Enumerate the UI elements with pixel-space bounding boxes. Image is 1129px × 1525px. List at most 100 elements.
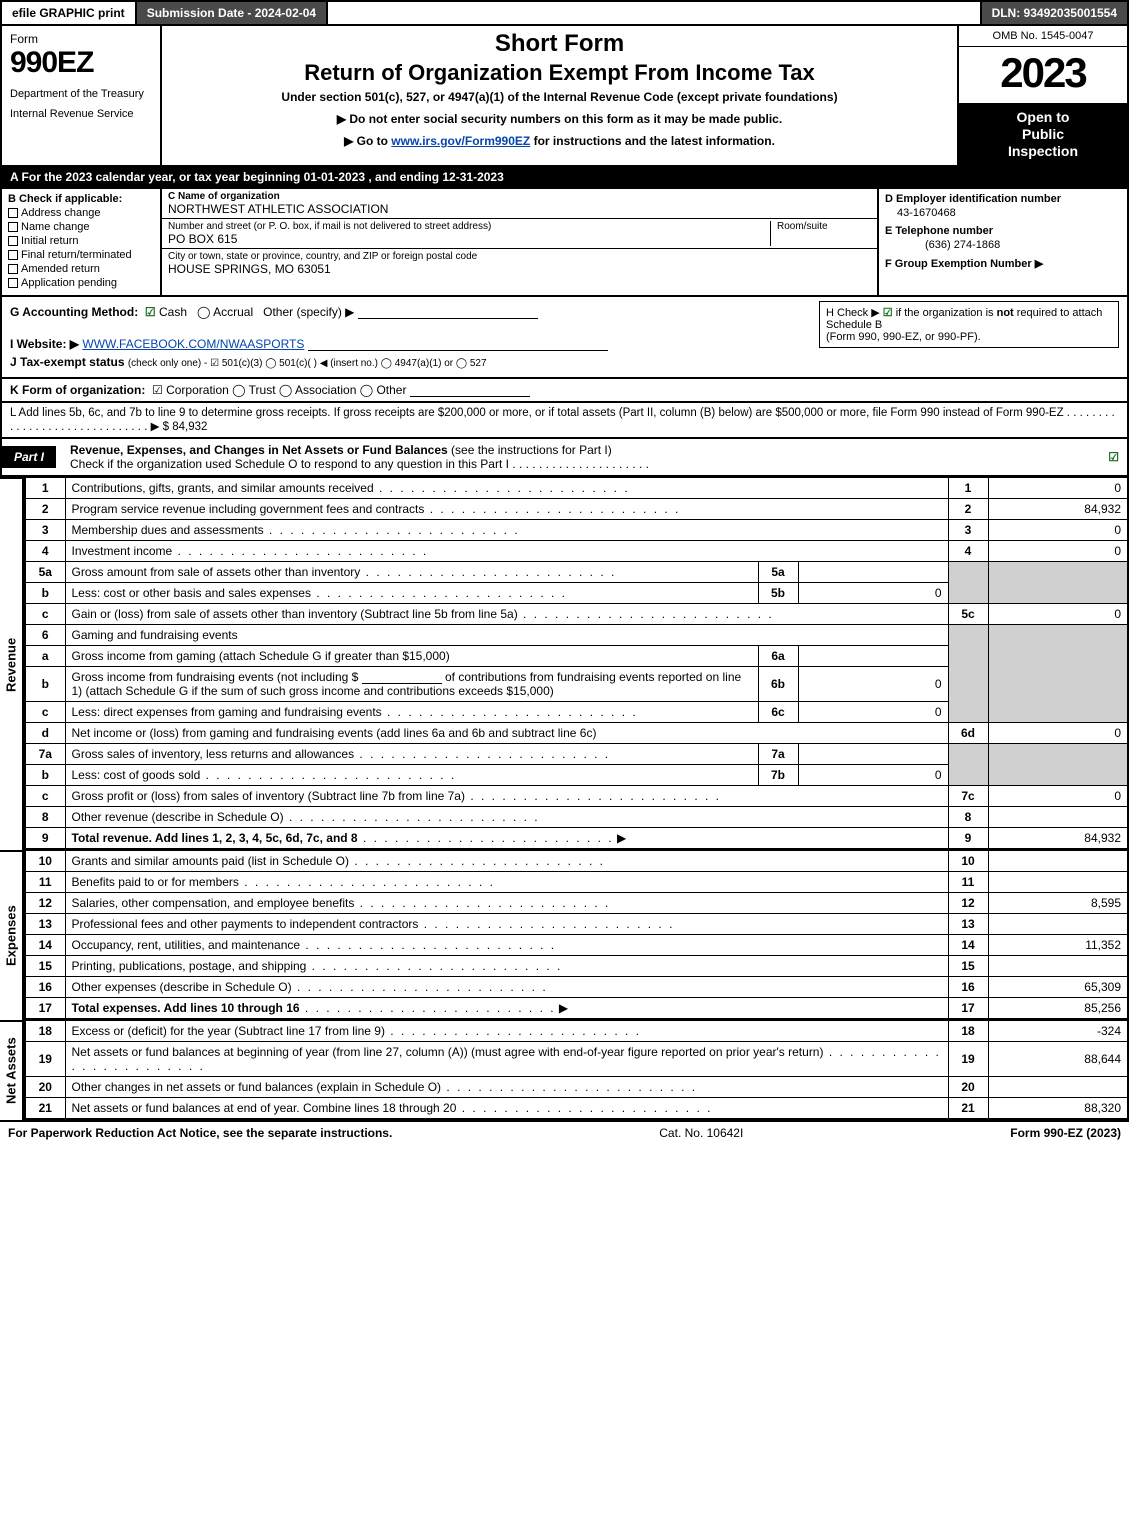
part1-header: Part I Revenue, Expenses, and Changes in… [0,439,1129,477]
chk-amended[interactable]: Amended return [8,263,154,275]
submission-date: Submission Date - 2024-02-04 [137,2,328,24]
line-19: 19Net assets or fund balances at beginni… [25,1042,1128,1077]
org-name-lbl: C Name of organization [168,191,871,202]
part1-title-wrap: Revenue, Expenses, and Changes in Net As… [66,439,1108,475]
ssn-note: ▶ Do not enter social security numbers o… [170,112,949,126]
line-16: 16Other expenses (describe in Schedule O… [25,977,1128,998]
j-lbl: J Tax-exempt status [10,355,125,369]
line-10: 10Grants and similar amounts paid (list … [25,851,1128,872]
h-t3: (Form 990, 990-EZ, or 990-PF). [826,331,981,343]
line-13: 13Professional fees and other payments t… [25,914,1128,935]
form-number: 990EZ [10,46,152,80]
line-14: 14Occupancy, rent, utilities, and mainte… [25,935,1128,956]
netassets-table: 18Excess or (deficit) for the year (Subt… [24,1020,1129,1120]
tel-lbl: E Telephone number [885,225,1121,237]
dln: DLN: 93492035001554 [982,2,1127,24]
city-val: HOUSE SPRINGS, MO 63051 [168,262,871,276]
street-row: Number and street (or P. O. box, if mail… [162,219,877,249]
chk-name[interactable]: Name change [8,221,154,233]
org-name: NORTHWEST ATHLETIC ASSOCIATION [168,202,871,216]
header-right: OMB No. 1545-0047 2023 Open to Public In… [957,26,1127,165]
line-j: J Tax-exempt status (check only one) - ☑… [10,355,1119,369]
line-k-block: K Form of organization: ☑ Corporation ◯ … [0,379,1129,403]
col-b-checks: B Check if applicable: Address change Na… [2,189,162,295]
line-20: 20Other changes in net assets or fund ba… [25,1077,1128,1098]
grp-lbl: F Group Exemption Number ▶ [885,257,1121,270]
h-t1: if the organization is [893,307,997,319]
city-lbl: City or town, state or province, country… [168,251,871,262]
k-txt: ☑ Corporation ◯ Trust ◯ Association ◯ Ot… [152,383,406,397]
col-b-hdr: B Check if applicable: [8,193,154,205]
open-inspection: Open to Public Inspection [959,103,1127,165]
chk-initial[interactable]: Initial return [8,235,154,247]
dept-irs: Internal Revenue Service [10,108,152,120]
part1-check: ☑ [1108,450,1127,464]
ein-val: 43-1670468 [897,207,1121,219]
header-left: Form 990EZ Department of the Treasury In… [2,26,162,165]
header-mid: Short Form Return of Organization Exempt… [162,26,957,165]
efile-print[interactable]: efile GRAPHIC print [2,2,137,24]
open-l3: Inspection [963,143,1123,160]
row-l-amt: 84,932 [172,421,207,433]
form-word: Form [10,32,152,46]
footer-right: Form 990-EZ (2023) [1010,1126,1121,1140]
street-lbl: Number and street (or P. O. box, if mail… [168,221,764,232]
chk-final[interactable]: Final return/terminated [8,249,154,261]
g-cash: Cash [159,305,187,319]
line-11: 11Benefits paid to or for members11 [25,872,1128,893]
open-l1: Open to [963,109,1123,126]
expenses-table: 10Grants and similar amounts paid (list … [24,850,1129,1020]
h-pre: H Check ▶ [826,307,883,319]
topbar: efile GRAPHIC print Submission Date - 20… [0,0,1129,26]
ein-lbl: D Employer identification number [885,193,1121,205]
i-lbl: I Website: ▶ [10,337,79,351]
page-footer: For Paperwork Reduction Act Notice, see … [0,1120,1129,1144]
topbar-spacer [328,2,981,24]
irs-link[interactable]: www.irs.gov/Form990EZ [391,134,530,148]
misc-block: H Check ▶ ☑ if the organization is not r… [0,297,1129,379]
open-l2: Public [963,126,1123,143]
line-4: 4Investment income40 [25,541,1128,562]
line-5a: 5aGross amount from sale of assets other… [25,562,1128,583]
info-block: B Check if applicable: Address change Na… [0,189,1129,297]
g-lbl: G Accounting Method: [10,305,138,319]
row-a-tax-year: A For the 2023 calendar year, or tax yea… [0,167,1129,189]
col-d-ids: D Employer identification number 43-1670… [877,189,1127,295]
h-box: H Check ▶ ☑ if the organization is not r… [819,301,1119,348]
city-box: City or town, state or province, country… [162,249,877,278]
g-accrual: Accrual [213,305,253,319]
netassets-section: Net Assets 18Excess or (deficit) for the… [0,1020,1129,1120]
goto-post: for instructions and the latest informat… [530,134,775,148]
part1-title: Revenue, Expenses, and Changes in Net As… [70,443,448,457]
col-c-org: C Name of organization NORTHWEST ATHLETI… [162,189,877,295]
part1-tab: Part I [2,446,56,468]
line-7c: cGross profit or (loss) from sales of in… [25,786,1128,807]
line-5c: cGain or (loss) from sale of assets othe… [25,604,1128,625]
tel-val: (636) 274-1868 [925,239,1121,251]
chk-address[interactable]: Address change [8,207,154,219]
revenue-table: 1Contributions, gifts, grants, and simil… [24,477,1129,850]
dept-treasury: Department of the Treasury [10,88,152,100]
revenue-section: Revenue 1Contributions, gifts, grants, a… [0,477,1129,850]
h-not: not [997,307,1014,319]
chk-pending[interactable]: Application pending [8,277,154,289]
footer-catno: Cat. No. 10642I [659,1126,743,1140]
line-7a: 7aGross sales of inventory, less returns… [25,744,1128,765]
part1-title2: (see the instructions for Part I) [448,443,612,457]
row-l: L Add lines 5b, 6c, and 7b to line 9 to … [0,403,1129,439]
line-21: 21Net assets or fund balances at end of … [25,1098,1128,1120]
short-form: Short Form [170,30,949,58]
goto-note: ▶ Go to www.irs.gov/Form990EZ for instru… [170,134,949,148]
line-15: 15Printing, publications, postage, and s… [25,956,1128,977]
line-9: 9Total revenue. Add lines 1, 2, 3, 4, 5c… [25,828,1128,850]
form-subtitle: Under section 501(c), 527, or 4947(a)(1)… [170,90,949,104]
j-txt: (check only one) - ☑ 501(c)(3) ◯ 501(c)(… [128,358,487,369]
expenses-section: Expenses 10Grants and similar amounts pa… [0,850,1129,1020]
line-17: 17Total expenses. Add lines 10 through 1… [25,998,1128,1020]
line-6d: dNet income or (loss) from gaming and fu… [25,723,1128,744]
website-link[interactable]: WWW.FACEBOOK.COM/NWAASPORTS [82,337,304,351]
line-3: 3Membership dues and assessments30 [25,520,1128,541]
side-expenses: Expenses [0,850,24,1020]
goto-pre: ▶ Go to [344,134,391,148]
side-revenue: Revenue [0,477,24,850]
